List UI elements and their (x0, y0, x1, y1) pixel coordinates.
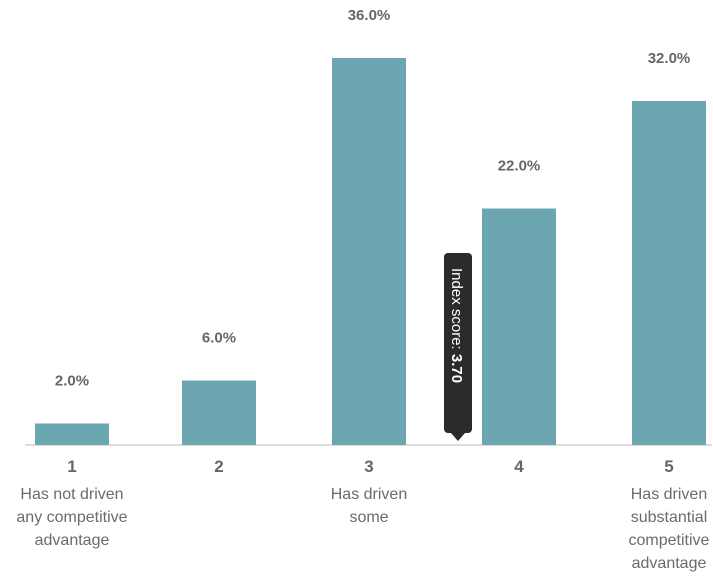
index-score-value: 3.70 (448, 354, 465, 383)
category-description-5-line-3: competitive (629, 532, 710, 549)
category-description-5-line-2: substantial (631, 509, 708, 526)
index-score-annotation: Index score: 3.70 (444, 253, 472, 441)
category-label-3: 3 (364, 457, 373, 476)
category-description-5-line-1: Has driven (631, 486, 707, 503)
data-label-3: 36.0% (348, 7, 391, 24)
category-label-1: 1 (67, 457, 76, 476)
data-label-2: 6.0% (202, 330, 236, 347)
category-description-1-line-2: any competitive (16, 509, 127, 526)
index-score-box (444, 253, 472, 433)
bar-4 (482, 208, 556, 445)
category-description-1-line-3: advantage (35, 532, 110, 549)
data-label-4: 22.0% (498, 158, 541, 175)
category-description-1-line-1: Has not driven (20, 486, 123, 503)
index-score-text: Index score: 3.70 (448, 268, 465, 383)
category-description-3-line-1: Has driven (331, 486, 407, 503)
category-labels-group: 1 Has not driven any competitive advantage 2… (16, 457, 709, 572)
data-label-1: 2.0% (55, 373, 89, 390)
category-label-5: 5 (664, 457, 673, 476)
index-score-pointer (451, 433, 465, 441)
bar-3 (332, 58, 406, 445)
bar-2 (182, 380, 256, 445)
data-label-5: 32.0% (648, 50, 691, 67)
bars-group (35, 58, 706, 445)
category-label-2: 2 (214, 457, 223, 476)
category-description-3-line-2: some (349, 509, 388, 526)
category-description-5-line-4: advantage (632, 555, 707, 572)
bar-5 (632, 101, 706, 445)
bar-1 (35, 423, 109, 445)
category-label-4: 4 (514, 457, 524, 476)
data-labels-group: 2.0% 6.0% 36.0% 22.0% 32.0% (55, 7, 690, 390)
index-score-label: Index score: (448, 268, 465, 354)
